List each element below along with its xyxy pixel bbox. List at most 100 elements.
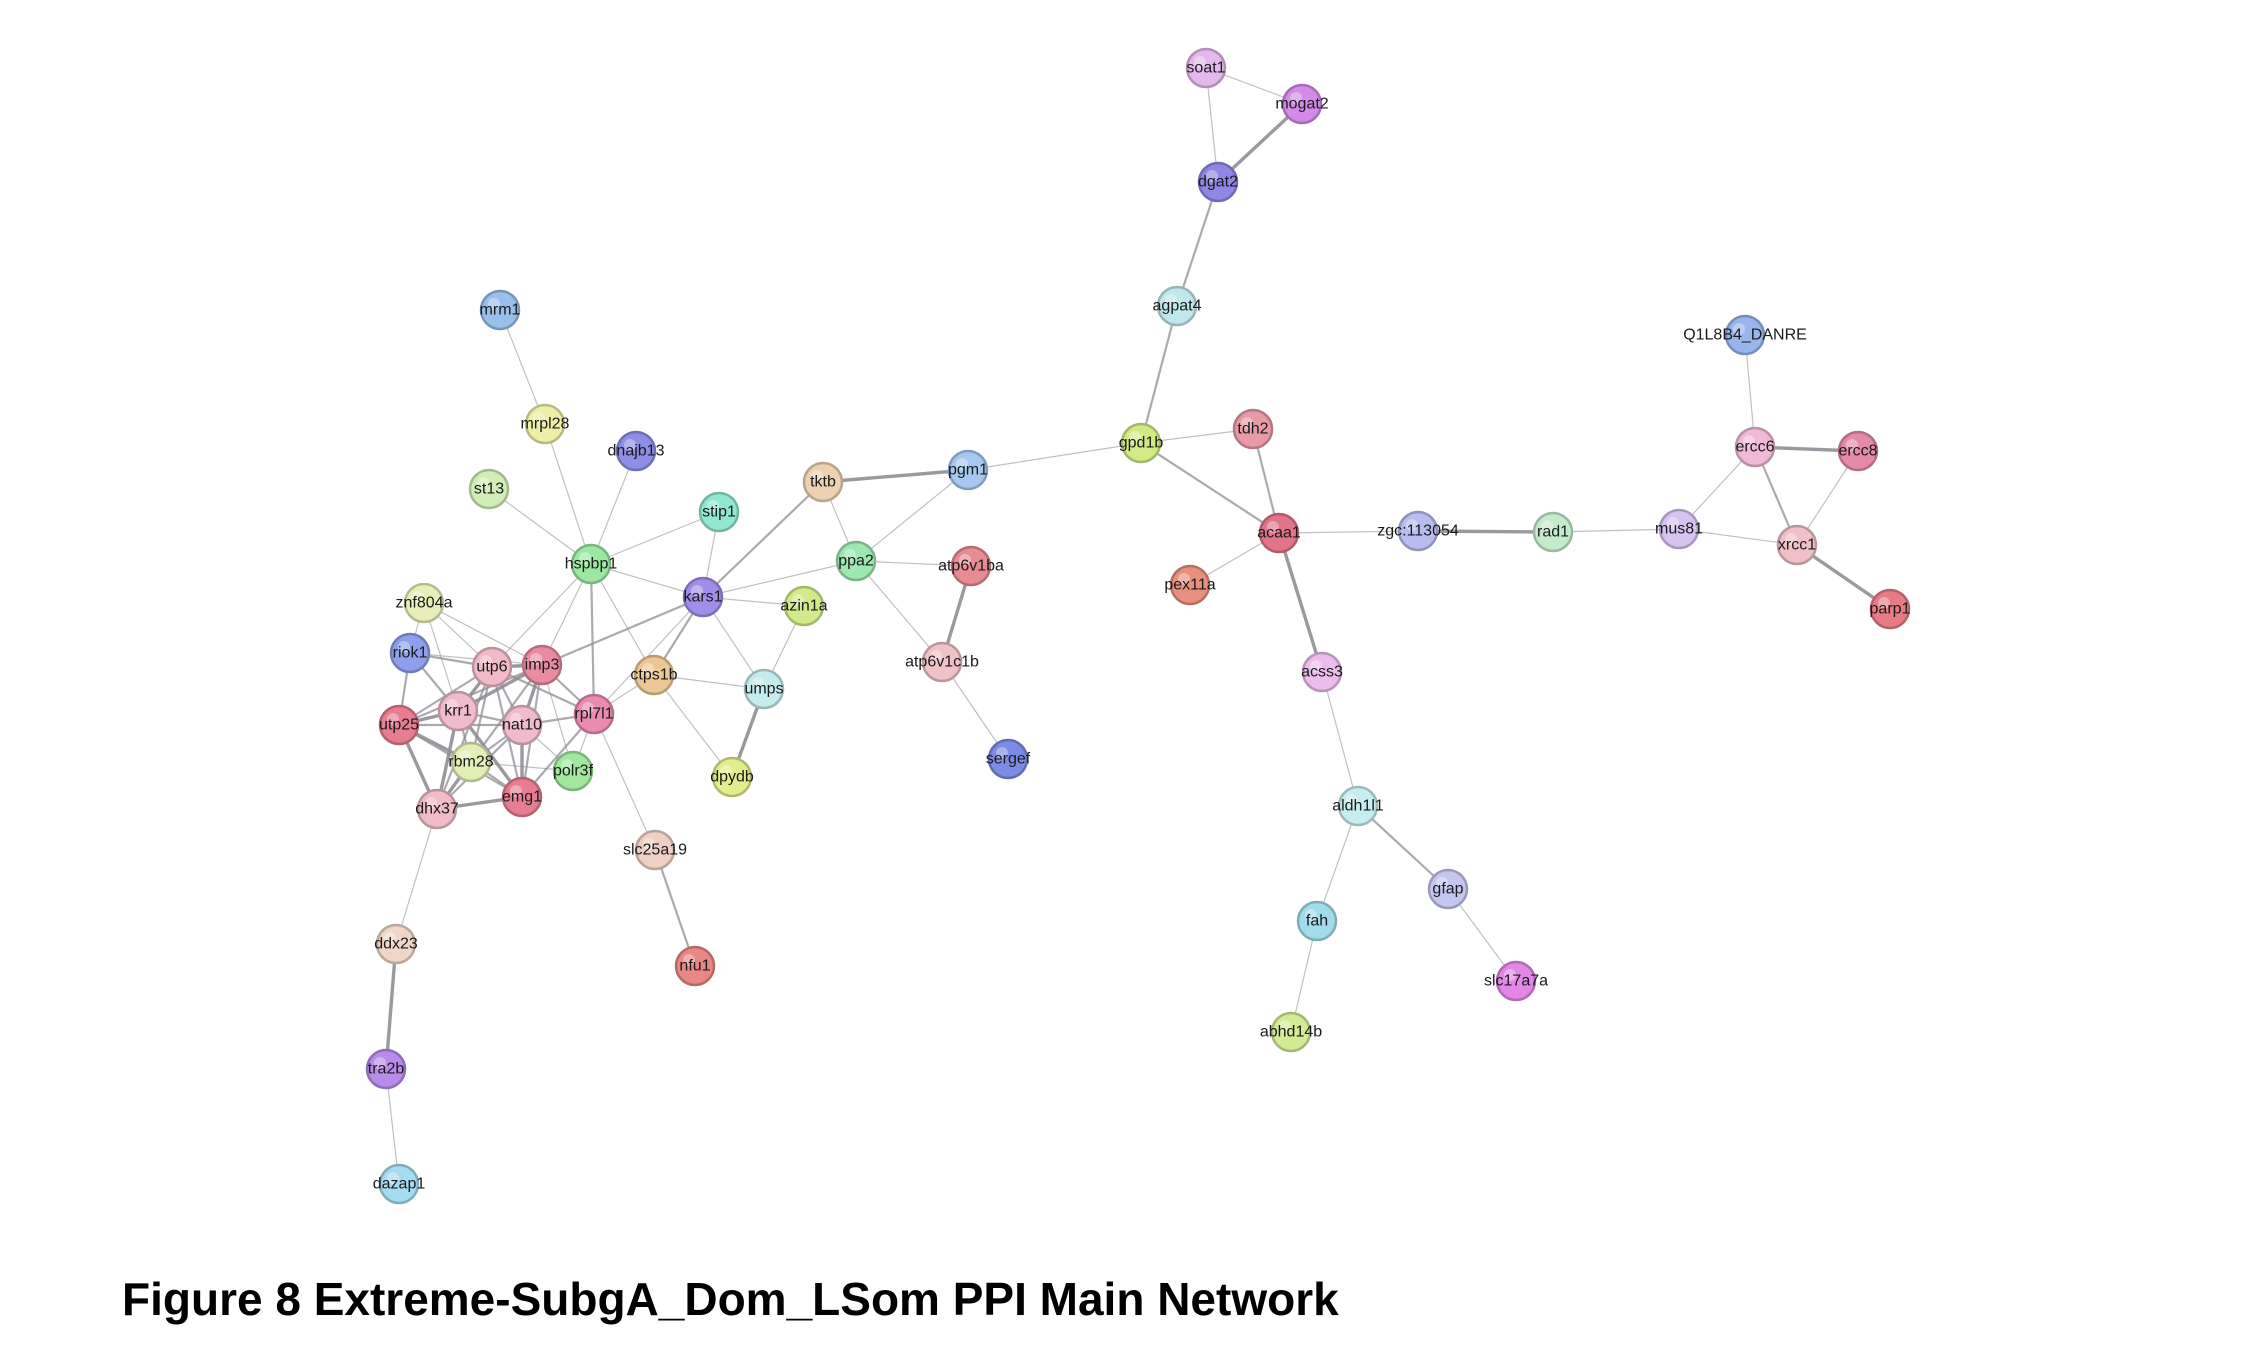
node-circle[interactable] [1397,510,1439,552]
node-circle[interactable] [615,430,657,472]
node-circle[interactable] [1734,426,1776,468]
node-circle[interactable] [501,704,543,746]
node-circle[interactable] [1156,285,1198,327]
node-abhd14b[interactable]: abhd14b [1260,1011,1322,1053]
node-gpd1b[interactable]: gpd1b [1119,422,1164,464]
node-kars1[interactable]: kars1 [682,576,724,618]
node-q1l8b4-danre[interactable]: Q1L8B4_DANRE [1683,314,1807,356]
node-circle[interactable] [783,585,825,627]
node-circle[interactable] [1281,83,1323,125]
node-znf804a[interactable]: znf804a [396,582,453,624]
node-rad1[interactable]: rad1 [1532,511,1574,553]
node-circle[interactable] [1301,651,1343,693]
node-slc17a7a[interactable]: slc17a7a [1484,960,1548,1002]
node-circle[interactable] [633,654,675,696]
node-ercc8[interactable]: ercc8 [1837,430,1879,472]
node-dpydb[interactable]: dpydb [710,756,754,798]
node-circle[interactable] [1427,868,1469,910]
node-zgc-113054[interactable]: zgc:113054 [1377,510,1459,552]
node-circle[interactable] [1270,1011,1312,1053]
node-rbm28[interactable]: rbm28 [448,741,494,783]
node-circle[interactable] [450,741,492,783]
node-circle[interactable] [1197,161,1239,203]
node-nat10[interactable]: nat10 [501,704,543,746]
node-imp3[interactable]: imp3 [521,644,563,686]
node-circle[interactable] [1296,900,1338,942]
node-pex11a[interactable]: pex11a [1164,564,1216,606]
node-atp6v1ba[interactable]: atp6v1ba [938,545,1004,587]
node-circle[interactable] [1337,785,1379,827]
node-nfu1[interactable]: nfu1 [674,945,716,987]
node-circle[interactable] [835,540,877,582]
node-circle[interactable] [378,1163,420,1205]
node-dhx37[interactable]: dhx37 [415,788,459,830]
node-soat1[interactable]: soat1 [1185,47,1227,89]
node-circle[interactable] [987,738,1029,780]
node-circle[interactable] [698,491,740,533]
node-circle[interactable] [471,646,513,688]
node-atp6v1c1b[interactable]: atp6v1c1b [905,641,979,683]
node-circle[interactable] [468,468,510,510]
node-dnajb13[interactable]: dnajb13 [608,430,665,472]
node-circle[interactable] [921,641,963,683]
node-circle[interactable] [634,829,676,871]
node-krr1[interactable]: krr1 [437,690,479,732]
node-ddx23[interactable]: ddx23 [374,923,418,965]
node-circle[interactable] [552,750,594,792]
node-circle[interactable] [375,923,417,965]
node-circle[interactable] [674,945,716,987]
node-circle[interactable] [573,693,615,735]
node-circle[interactable] [1658,508,1700,550]
node-circle[interactable] [682,576,724,618]
node-fah[interactable]: fah [1296,900,1338,942]
node-circle[interactable] [1232,408,1274,450]
node-ppa2[interactable]: ppa2 [835,540,877,582]
node-pgm1[interactable]: pgm1 [947,449,989,491]
node-dazap1[interactable]: dazap1 [373,1163,426,1205]
node-mogat2[interactable]: mogat2 [1275,83,1329,125]
node-mus81[interactable]: mus81 [1655,508,1703,550]
node-agpat4[interactable]: agpat4 [1153,285,1202,327]
node-circle[interactable] [403,582,445,624]
node-circle[interactable] [521,644,563,686]
node-hspbp1[interactable]: hspbp1 [565,543,618,585]
node-polr3f[interactable]: polr3f [552,750,594,792]
node-parp1[interactable]: parp1 [1869,588,1911,630]
node-circle[interactable] [947,449,989,491]
node-gfap[interactable]: gfap [1427,868,1469,910]
node-circle[interactable] [1120,422,1162,464]
node-stip1[interactable]: stip1 [698,491,740,533]
node-circle[interactable] [479,289,521,331]
node-utp6[interactable]: utp6 [471,646,513,688]
node-rpl7l1[interactable]: rpl7l1 [573,693,615,735]
node-tktb[interactable]: tktb [802,461,844,503]
node-circle[interactable] [711,756,753,798]
node-aldh1l1[interactable]: aldh1l1 [1332,785,1384,827]
node-circle[interactable] [1495,960,1537,1002]
node-slc25a19[interactable]: slc25a19 [623,829,687,871]
node-circle[interactable] [437,690,479,732]
node-azin1a[interactable]: azin1a [780,585,828,627]
node-circle[interactable] [416,788,458,830]
node-circle[interactable] [378,704,420,746]
node-circle[interactable] [1837,430,1879,472]
node-xrcc1[interactable]: xrcc1 [1776,524,1818,566]
node-circle[interactable] [570,543,612,585]
node-emg1[interactable]: emg1 [501,776,543,818]
node-ctps1b[interactable]: ctps1b [630,654,678,696]
node-sergef[interactable]: sergef [986,738,1031,780]
node-riok1[interactable]: riok1 [389,632,431,674]
node-circle[interactable] [1724,314,1766,356]
node-circle[interactable] [1869,588,1911,630]
node-circle[interactable] [1258,512,1300,554]
node-umps[interactable]: umps [743,668,785,710]
node-circle[interactable] [743,668,785,710]
node-circle[interactable] [389,632,431,674]
node-st13[interactable]: st13 [468,468,510,510]
node-mrm1[interactable]: mrm1 [479,289,521,331]
node-circle[interactable] [501,776,543,818]
node-utp25[interactable]: utp25 [378,704,420,746]
node-dgat2[interactable]: dgat2 [1197,161,1239,203]
node-circle[interactable] [1169,564,1211,606]
node-tra2b[interactable]: tra2b [365,1048,407,1090]
